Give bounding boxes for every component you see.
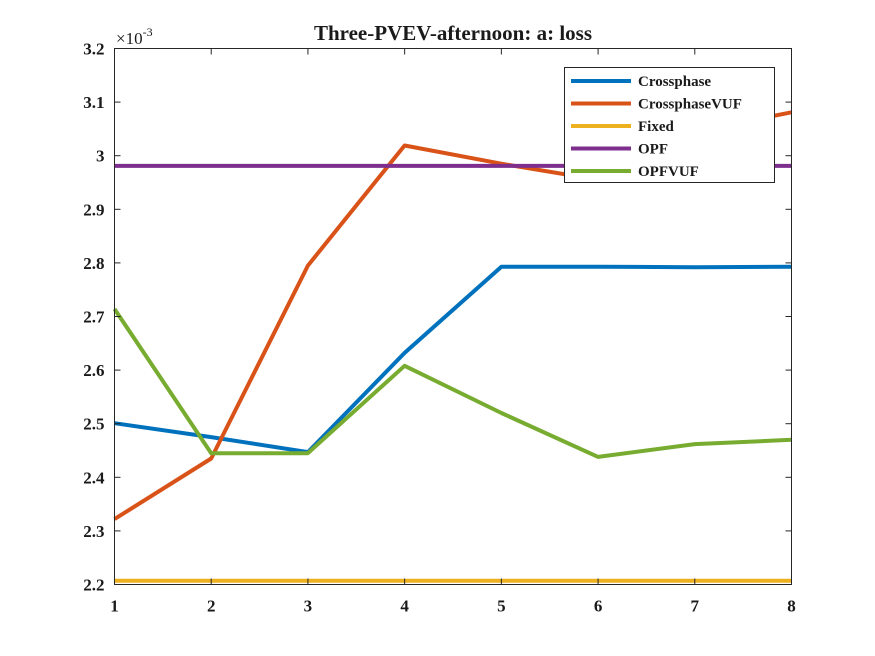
- y-tick-label: 2.7: [83, 308, 105, 327]
- y-tick-label: 2.6: [83, 361, 104, 380]
- y-tick-label: 2.5: [83, 415, 104, 434]
- x-tick-label: 7: [691, 597, 700, 616]
- legend: Crossphase CrossphaseVUF Fixed OPF OPFVUF: [564, 67, 775, 183]
- ticks-layer: 2.2 2.3 2.4 2.5 2.6 2.7 2.8 2.9 3 3.1 3.2 1 2 3 4 5 6 7 8: [83, 40, 796, 616]
- y-tick-label: 3: [96, 147, 105, 166]
- y-tick-label: 2.3: [83, 522, 104, 541]
- y-tick-label: 2.4: [83, 468, 105, 487]
- x-tick-label: 8: [787, 597, 796, 616]
- y-tick-label: 2.9: [83, 200, 104, 219]
- legend-label-fixed: Fixed: [638, 119, 674, 135]
- y-exponent-label: ×10-3: [116, 25, 153, 48]
- x-tick-label: 6: [594, 597, 603, 616]
- chart-title: Three-PVEV-afternoon: a: loss: [314, 21, 592, 45]
- legend-label-opf: OPF: [638, 142, 668, 158]
- y-exponent-power: -3: [143, 25, 153, 39]
- x-tick-label: 2: [207, 597, 216, 616]
- y-tick-label: 2.2: [83, 576, 104, 595]
- y-tick-label: 3.2: [83, 40, 104, 59]
- legend-label-crossphase: Crossphase: [638, 74, 711, 90]
- x-tick-label: 3: [304, 597, 313, 616]
- series-line-opfvuf: [112, 307, 792, 459]
- legend-label-opfvuf: OPFVUF: [638, 164, 699, 180]
- series-line-crossphase: [114, 264, 792, 455]
- x-tick-label: 1: [110, 597, 119, 616]
- y-tick-label: 2.8: [83, 254, 104, 273]
- x-tick-label: 4: [400, 597, 409, 616]
- y-exponent-base: ×10: [116, 29, 143, 48]
- y-tick-label: 3.1: [83, 93, 104, 112]
- legend-label-crossphasevuf: CrossphaseVUF: [638, 97, 742, 113]
- x-tick-label: 5: [497, 597, 506, 616]
